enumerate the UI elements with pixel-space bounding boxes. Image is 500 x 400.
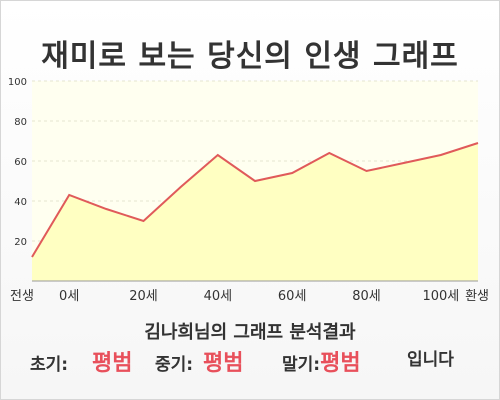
early-value: 평범 bbox=[92, 351, 133, 376]
y-tick-label: 80 bbox=[14, 117, 27, 128]
life-graph-chart: 20 40 60 80 100 전생 0세 20세 40세 60세 80세 100세 환생 bbox=[8, 77, 489, 304]
x-tick-label: 0세 bbox=[59, 289, 79, 304]
data-line bbox=[31, 142, 479, 258]
x-tick-label: 40세 bbox=[204, 289, 233, 304]
ending-text: 입니다 bbox=[407, 350, 454, 370]
x-tick-label: 60세 bbox=[278, 289, 307, 304]
y-tick-label: 20 bbox=[14, 237, 27, 248]
plot-area bbox=[31, 80, 479, 282]
y-tick-label: 40 bbox=[14, 197, 27, 208]
late-value: 평범 bbox=[320, 351, 361, 376]
x-tick-label: 환생 bbox=[465, 289, 489, 304]
page-title: 재미로 보는 당신의 인생 그래프 bbox=[41, 39, 459, 74]
x-tick-label: 전생 bbox=[10, 289, 34, 304]
y-tick-label: 60 bbox=[14, 157, 27, 168]
middle-result: 중기: 평범 bbox=[155, 345, 244, 377]
x-axis-ticks: 전생 0세 20세 40세 60세 80세 100세 환생 bbox=[10, 289, 489, 304]
late-label: 말기: bbox=[282, 355, 321, 375]
early-label: 초기: bbox=[30, 355, 69, 375]
x-tick-label: 100세 bbox=[422, 289, 459, 304]
x-tick-label: 80세 bbox=[352, 289, 381, 304]
middle-label: 중기: bbox=[155, 355, 194, 375]
early-result: 초기: 평범 bbox=[30, 345, 133, 377]
y-tick-label: 100 bbox=[8, 77, 27, 88]
analysis-summary: 김나희님의 그래프 분석결과 bbox=[144, 322, 356, 343]
y-axis-ticks: 20 40 60 80 100 bbox=[8, 77, 27, 248]
late-result: 말기:평범 bbox=[282, 345, 361, 377]
x-tick-label: 20세 bbox=[129, 289, 158, 304]
middle-value: 평범 bbox=[203, 351, 244, 376]
area-fill bbox=[32, 143, 478, 281]
